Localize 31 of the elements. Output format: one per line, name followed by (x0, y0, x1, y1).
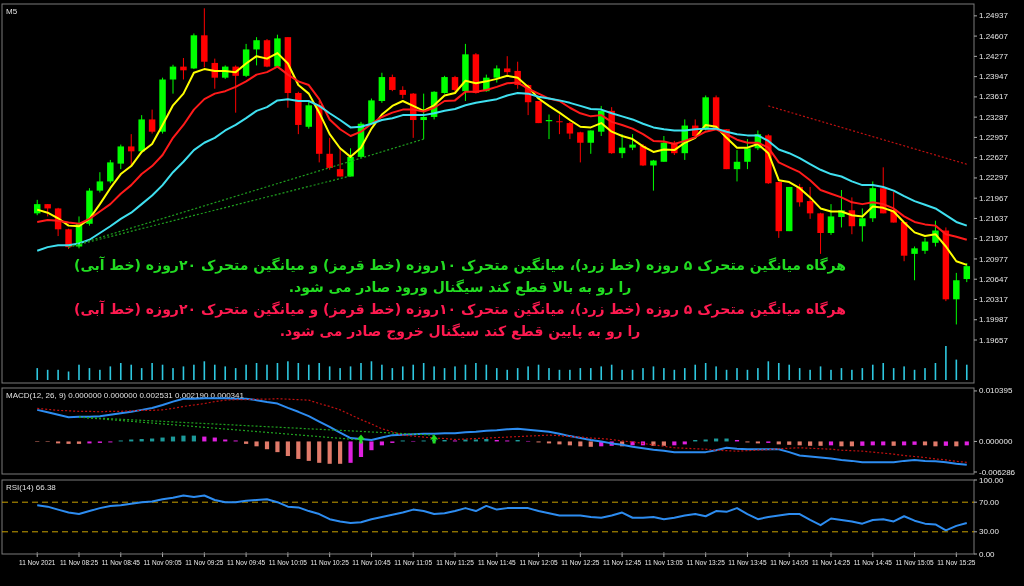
y-tick-label: 1.24607 (979, 31, 1009, 41)
y-tick-label: 0.010395 (979, 386, 1013, 396)
y-tick-label: 1.19987 (979, 315, 1009, 325)
y-tick-label: 1.22297 (979, 173, 1009, 183)
y-tick-label: 1.20647 (979, 274, 1009, 284)
annotation: را رو به بالا قطع کند سیگنال ورود صادر می شود. (288, 279, 632, 296)
y-tick-label: 1.21307 (979, 234, 1009, 244)
y-tick-label: 1.23287 (979, 112, 1009, 122)
y-tick-label: 1.20977 (979, 254, 1009, 264)
y-tick-label: 1.24937 (979, 11, 1009, 21)
y-tick-label: 100.00 (979, 475, 1005, 485)
y-tick-label: 70.00 (979, 497, 1000, 507)
y-tick-label: 1.24277 (979, 51, 1009, 61)
chart-title: M5 (6, 7, 18, 16)
y-tick-label: 1.22627 (979, 153, 1009, 163)
y-tick-label: 0.000000 (979, 437, 1013, 447)
y-tick-label: 1.22957 (979, 132, 1009, 142)
y-tick-label: 1.23617 (979, 92, 1009, 102)
y-tick-label: 1.19657 (979, 335, 1009, 345)
y-tick-label: 1.21637 (979, 214, 1009, 223)
chart-title: RSI(14) 66.38 (6, 483, 57, 492)
y-tick-label: -0.006286 (979, 467, 1016, 477)
y-tick-label: 1.23947 (979, 72, 1009, 82)
y-tick-label: 0.00 (979, 549, 996, 559)
y-tick-label: 1.20317 (979, 295, 1009, 305)
annotation: هرگاه میانگین متحرک ۵ روزه (خط زرد)، میانگین متحرک ۱۰روزه (خط قرمز) و میانگین متحرک ۲۰روزه (خط آبی) (74, 256, 846, 274)
y-tick-label: 30.00 (979, 527, 1000, 537)
chart-title: MACD(12, 26, 9) 0.000000 0.000000 0.002531 0.002190 0.000341 (6, 391, 245, 400)
annotation: را رو به پایین قطع کند سیگنال خروج صادر می شود. (279, 323, 641, 340)
annotation: هرگاه میانگین متحرک ۵ روزه (خط زرد)، میانگین متحرک ۱۰روزه (خط قرمز) و میانگین متحرک ۲۰روزه (خط آبی) (74, 300, 846, 318)
y-tick-label: 1.21967 (979, 193, 1009, 203)
